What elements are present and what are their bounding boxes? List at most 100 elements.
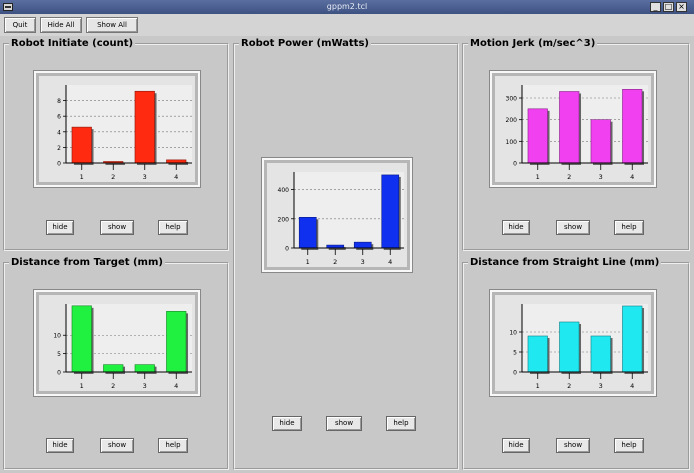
panel-distance-from-straight-line: Distance from Straight Line (mm) (462, 257, 690, 470)
y-tick-label: 100 (506, 139, 518, 146)
chart-robot-initiate: 0 2 4 6 8 1 2 3 4 (33, 70, 201, 188)
panel-robot-initiate: Robot Initiate (count) (3, 38, 229, 251)
help-button[interactable]: help (158, 220, 188, 235)
bar (527, 108, 548, 164)
x-tick-label: 1 (306, 258, 310, 266)
window-titlebar: gppm2.tcl _ □ × (0, 0, 694, 14)
panel-title: Robot Power (mWatts) (239, 38, 371, 50)
x-tick-label: 1 (80, 382, 84, 390)
y-tick-label: 0 (57, 370, 61, 377)
window-title: gppm2.tcl (326, 2, 368, 11)
chart-svg: 0 5 10 1 2 3 4 (509, 304, 648, 390)
y-tick-label: 200 (278, 216, 290, 223)
show-button[interactable]: show (100, 438, 134, 453)
panel-title: Robot Initiate (count) (9, 38, 136, 50)
panel-robot-power: Robot Power (mWatts) (233, 38, 459, 470)
bar (622, 89, 643, 164)
minimize-button[interactable]: _ (650, 2, 661, 12)
hide-button[interactable]: hide (46, 220, 74, 235)
help-button[interactable]: help (386, 416, 416, 431)
quit-button[interactable]: Quit (4, 17, 36, 33)
y-tick-label: 0 (513, 370, 517, 377)
y-tick-label: 2 (57, 145, 61, 152)
x-tick-label: 1 (80, 173, 84, 181)
chart-svg: 0 200 400 1 2 3 4 (278, 172, 404, 266)
hide-button[interactable]: hide (502, 438, 530, 453)
y-tick-label: 300 (506, 96, 518, 103)
bar (71, 305, 92, 373)
bar (103, 364, 124, 373)
x-tick-label: 3 (143, 173, 147, 181)
show-button[interactable]: show (100, 220, 134, 235)
bar (353, 241, 372, 249)
close-button[interactable]: × (676, 2, 687, 12)
bar (71, 126, 92, 164)
bar (166, 311, 187, 373)
bar (622, 305, 643, 373)
y-tick-label: 10 (509, 330, 517, 337)
x-tick-label: 1 (536, 382, 540, 390)
x-tick-label: 1 (536, 173, 540, 181)
x-tick-label: 3 (599, 173, 603, 181)
toolbar: Quit Hide All Show All (0, 14, 694, 36)
bar (590, 335, 611, 373)
bar (527, 335, 548, 373)
show-button[interactable]: show (556, 438, 590, 453)
panel-distance-from-target: Distance from Target (mm) (3, 257, 229, 470)
chart-distance-from-target: 0 5 10 1 2 3 4 (33, 289, 201, 397)
show-all-button[interactable]: Show All (86, 17, 138, 33)
y-tick-label: 10 (53, 333, 61, 340)
panel-title: Distance from Straight Line (mm) (468, 257, 662, 269)
y-tick-label: 5 (513, 350, 517, 357)
x-tick-label: 2 (111, 382, 115, 390)
chart-svg: 0 5 10 1 2 3 4 (53, 304, 192, 390)
y-tick-label: 5 (57, 351, 61, 358)
x-tick-label: 4 (630, 382, 634, 390)
x-tick-label: 4 (388, 258, 392, 266)
hide-button[interactable]: hide (502, 220, 530, 235)
help-button[interactable]: help (614, 220, 644, 235)
bar (134, 90, 155, 164)
hide-button[interactable]: hide (46, 438, 74, 453)
x-tick-label: 3 (143, 382, 147, 390)
x-tick-label: 3 (361, 258, 365, 266)
bar (590, 119, 611, 164)
hide-all-button[interactable]: Hide All (40, 17, 82, 33)
system-menu-icon[interactable] (3, 3, 13, 11)
x-tick-label: 4 (174, 173, 178, 181)
chart-svg: 0 100 200 300 1 2 3 4 (506, 85, 648, 181)
hide-button[interactable]: hide (272, 416, 302, 431)
show-button[interactable]: show (556, 220, 590, 235)
bar (134, 364, 155, 373)
x-tick-label: 2 (333, 258, 337, 266)
panel-title: Motion Jerk (m/sec^3) (468, 38, 598, 50)
x-tick-label: 3 (599, 382, 603, 390)
chart-robot-power: 0 200 400 1 2 3 4 (261, 157, 413, 273)
panel-title: Distance from Target (mm) (9, 257, 165, 269)
x-tick-label: 2 (567, 173, 571, 181)
bar (559, 321, 580, 373)
x-tick-label: 4 (630, 173, 634, 181)
help-button[interactable]: help (158, 438, 188, 453)
y-tick-label: 0 (513, 161, 517, 168)
x-tick-label: 2 (111, 173, 115, 181)
bar-shadow (328, 247, 346, 250)
y-tick-label: 8 (57, 98, 61, 105)
y-tick-label: 0 (57, 161, 61, 168)
y-tick-label: 200 (506, 117, 518, 124)
x-tick-label: 2 (567, 382, 571, 390)
bar (381, 174, 400, 249)
bar (298, 217, 317, 249)
bar (559, 91, 580, 164)
y-tick-label: 6 (57, 114, 61, 121)
y-tick-label: 0 (285, 246, 289, 253)
y-tick-label: 4 (57, 129, 61, 136)
chart-svg: 0 2 4 6 8 1 2 3 4 (57, 85, 192, 181)
y-tick-label: 400 (278, 187, 290, 194)
x-tick-label: 4 (174, 382, 178, 390)
maximize-button[interactable]: □ (663, 2, 674, 12)
panel-motion-jerk: Motion Jerk (m/sec^3) (462, 38, 690, 251)
chart-distance-from-straight-line: 0 5 10 1 2 3 4 (489, 289, 657, 397)
show-button[interactable]: show (326, 416, 362, 431)
help-button[interactable]: help (614, 438, 644, 453)
